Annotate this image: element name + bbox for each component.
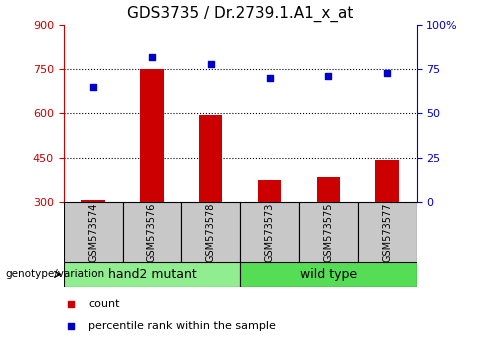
Text: count: count [88, 299, 120, 309]
Bar [199, 115, 222, 202]
Bar [299, 202, 358, 262]
Text: GSM573574: GSM573574 [88, 202, 98, 262]
Bar [81, 200, 105, 202]
Point [383, 70, 391, 75]
Bar [122, 202, 181, 262]
Text: wild type: wild type [300, 268, 357, 281]
Text: GSM573577: GSM573577 [382, 202, 392, 262]
Bar [258, 179, 281, 202]
Title: GDS3735 / Dr.2739.1.A1_x_at: GDS3735 / Dr.2739.1.A1_x_at [127, 6, 353, 22]
Text: hand2 mutant: hand2 mutant [107, 268, 196, 281]
Point [266, 75, 273, 81]
Text: percentile rank within the sample: percentile rank within the sample [88, 321, 276, 331]
Bar [181, 202, 240, 262]
Bar [240, 202, 299, 262]
Bar [64, 262, 240, 287]
Point [67, 323, 74, 329]
Bar [140, 69, 164, 202]
Text: GSM573578: GSM573578 [206, 202, 216, 262]
Bar [358, 202, 416, 262]
Text: genotype/variation: genotype/variation [5, 269, 104, 279]
Text: GSM573575: GSM573575 [323, 202, 333, 262]
Point [324, 73, 332, 79]
Bar [317, 177, 340, 202]
Point [67, 301, 74, 307]
Bar [64, 202, 122, 262]
Point [148, 54, 156, 59]
Text: GSM573573: GSM573573 [265, 202, 274, 262]
Text: GSM573576: GSM573576 [147, 202, 157, 262]
Point [89, 84, 97, 90]
Bar [240, 262, 416, 287]
Point [207, 61, 215, 67]
Bar [375, 160, 399, 202]
